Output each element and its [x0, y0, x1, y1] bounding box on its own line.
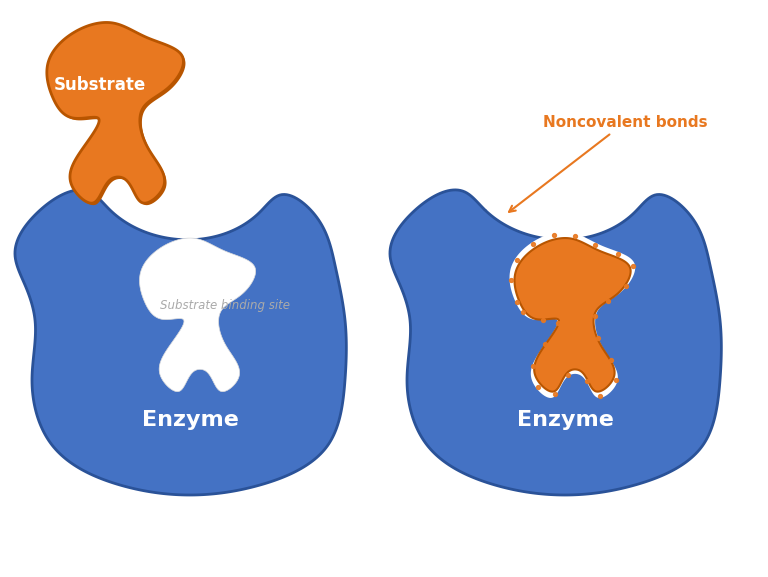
- Text: Substrate: Substrate: [54, 76, 146, 94]
- Polygon shape: [509, 232, 635, 398]
- Polygon shape: [515, 238, 631, 392]
- Polygon shape: [15, 190, 346, 495]
- Text: Noncovalent bonds: Noncovalent bonds: [509, 115, 707, 212]
- Text: Substrate binding site: Substrate binding site: [160, 298, 290, 312]
- Text: Enzyme: Enzyme: [141, 410, 238, 430]
- Polygon shape: [49, 24, 185, 205]
- Polygon shape: [140, 238, 256, 392]
- Polygon shape: [390, 190, 721, 495]
- Polygon shape: [47, 23, 184, 203]
- Text: Enzyme: Enzyme: [517, 410, 614, 430]
